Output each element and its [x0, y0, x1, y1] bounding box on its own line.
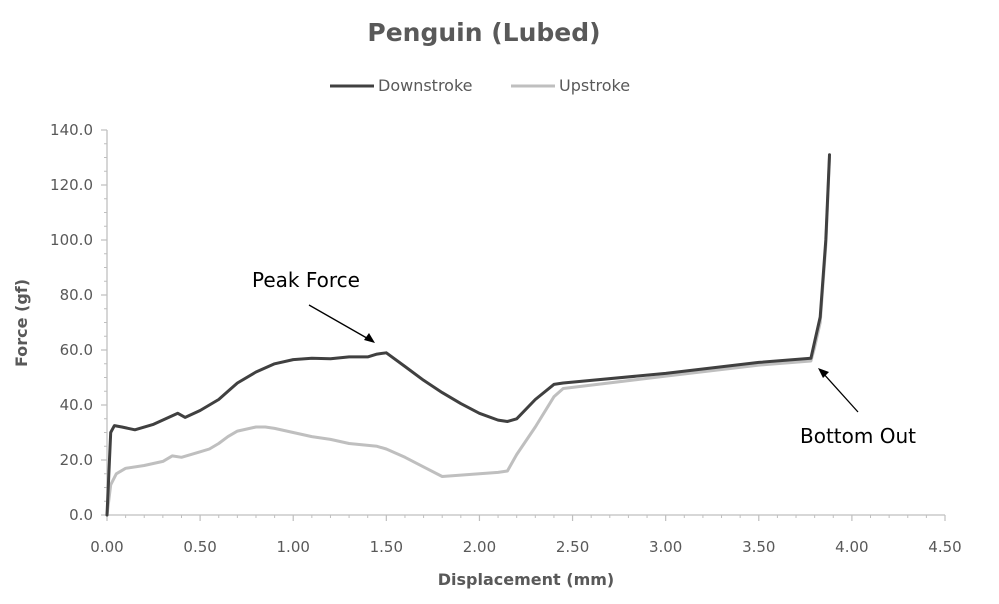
annotation-bottom-out-arrow	[821, 371, 859, 413]
annotation-bottom-out: Bottom Out	[800, 368, 916, 448]
x-tick-label: 3.50	[742, 538, 775, 556]
annotation-bottom-out-label: Bottom Out	[800, 424, 916, 448]
legend-label-downstroke: Downstroke	[378, 76, 473, 95]
x-tick-label: 1.00	[277, 538, 310, 556]
x-axis-title: Displacement (mm)	[438, 570, 614, 589]
legend: Downstroke Upstroke	[330, 76, 630, 95]
y-axis-title: Force (gf)	[12, 279, 31, 367]
x-tick-label: 4.00	[835, 538, 868, 556]
y-tick-label: 100.0	[50, 231, 93, 249]
y-tick-label: 80.0	[60, 286, 93, 304]
x-tick-label: 2.50	[556, 538, 589, 556]
annotation-peak-force-arrowhead	[364, 333, 375, 343]
series-group	[105, 153, 831, 517]
y-tick-label: 40.0	[60, 396, 93, 414]
series-line-upstroke	[105, 156, 831, 517]
x-tick-label: 0.50	[183, 538, 216, 556]
annotation-peak-force-label: Peak Force	[252, 268, 360, 292]
annotation-peak-force-arrow	[308, 304, 373, 342]
x-tick-label: 4.50	[928, 538, 961, 556]
y-tick-label: 120.0	[50, 176, 93, 194]
x-tick-label: 3.00	[649, 538, 682, 556]
legend-label-upstroke: Upstroke	[559, 76, 630, 95]
x-tick-label: 2.00	[463, 538, 496, 556]
annotation-bottom-out-arrowhead	[818, 368, 829, 378]
y-tick-label: 20.0	[60, 451, 93, 469]
x-tick-label: 1.50	[370, 538, 403, 556]
series-line-downstroke	[105, 153, 831, 517]
y-tick-label: 60.0	[60, 341, 93, 359]
chart-title: Penguin (Lubed)	[367, 18, 600, 47]
axes: 0.0 20.0 40.0 60.0 80.0 100.0 120.0 140.0 0.00 0.…	[50, 121, 962, 556]
y-tick-label: 140.0	[50, 121, 93, 139]
annotation-peak-force: Peak Force	[252, 268, 375, 343]
y-tick-label: 0.0	[69, 506, 93, 524]
x-tick-label: 0.00	[90, 538, 123, 556]
